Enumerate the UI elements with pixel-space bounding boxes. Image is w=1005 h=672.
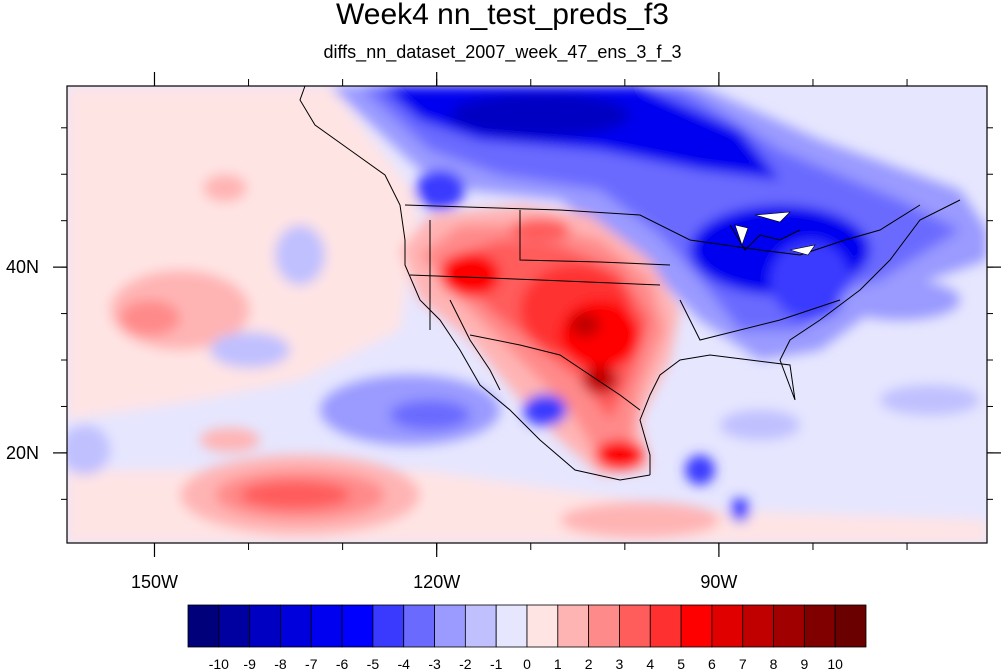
colorbar: -10 -9 -8 -7 -6 -5 -4 -3 -2 -1 0 1 2 3 4 5 6 7 8 9 10 — [187, 604, 867, 672]
colorbar-swatch — [834, 604, 867, 648]
lon-tick-label: 120W — [413, 572, 460, 592]
colorbar-label: 8 — [770, 656, 778, 672]
colorbar-swatch — [187, 604, 220, 648]
colorbar-swatch — [803, 604, 836, 648]
colorbar-label: 2 — [585, 656, 593, 672]
colorbar-label: -5 — [367, 656, 380, 672]
lon-tick-label: 150W — [131, 572, 178, 592]
map-frame — [66, 85, 988, 544]
colorbar-swatch — [680, 604, 713, 648]
axis-tick-labels: 150W 120W 90W 40N 20N — [6, 257, 737, 592]
colorbar-label: 10 — [827, 656, 843, 672]
colorbar-label: -4 — [398, 656, 411, 672]
colorbar-swatch — [742, 604, 774, 648]
colorbar-label: -8 — [274, 656, 287, 672]
colorbar-swatch — [557, 604, 590, 648]
colorbar-label: 7 — [739, 656, 747, 672]
colorbar-swatch — [434, 604, 466, 648]
colorbar-label: -10 — [209, 656, 229, 672]
lat-tick-label: 20N — [6, 443, 39, 463]
colorbar-swatch — [403, 604, 435, 648]
colorbar-swatch — [341, 604, 374, 648]
plot-subtitle: diffs_nn_dataset_2007_week_47_ens_3_f_3 — [323, 42, 682, 62]
colorbar-label: 0 — [523, 656, 531, 672]
great-lakes — [734, 211, 816, 256]
colorbar-swatch — [588, 604, 620, 648]
lat-tick-label: 40N — [6, 257, 39, 277]
colorbar-swatch — [649, 604, 682, 648]
colorbar-label: -7 — [305, 656, 318, 672]
colorbar-swatch — [711, 604, 744, 648]
colorbar-label: 1 — [554, 656, 562, 672]
plot-title: Week4 nn_test_preds_f3 — [335, 0, 669, 31]
colorbar-swatch — [218, 604, 251, 648]
colorbar-label: -1 — [490, 656, 503, 672]
colorbar-label: -6 — [336, 656, 349, 672]
colorbar-swatch — [773, 604, 805, 648]
colorbar-swatch — [619, 604, 651, 648]
colorbar-label: 5 — [677, 656, 685, 672]
colorbar-label: 3 — [616, 656, 624, 672]
axis-ticks — [53, 72, 1001, 557]
colorbar-label: -3 — [428, 656, 441, 672]
coastlines — [299, 86, 961, 481]
colorbar-swatch — [372, 604, 405, 648]
colorbar-swatch — [464, 604, 497, 648]
colorbar-swatch — [526, 604, 559, 648]
lon-tick-label: 90W — [700, 572, 737, 592]
colorbar-label: 6 — [708, 656, 716, 672]
colorbar-swatch — [310, 604, 343, 648]
colorbar-label: -9 — [243, 656, 256, 672]
colorbar-swatch — [495, 604, 528, 648]
colorbar-label: 9 — [800, 656, 808, 672]
colorbar-label: -2 — [459, 656, 472, 672]
colorbar-swatch — [249, 604, 281, 648]
map-plot-area — [67, 86, 987, 543]
anomaly-field — [67, 86, 987, 543]
colorbar-swatch — [280, 604, 312, 648]
colorbar-label: 4 — [646, 656, 654, 672]
